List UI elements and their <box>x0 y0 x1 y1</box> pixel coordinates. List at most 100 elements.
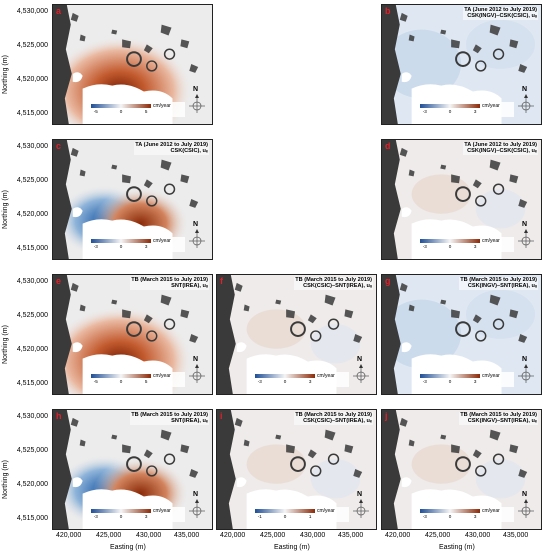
north-arrow: N <box>517 86 535 114</box>
map-panel-i: i TB (March 2015 to July 2019) CSK(CSIC)… <box>216 409 377 530</box>
colorbar-legend: -1 0 1 cm/year <box>253 507 349 522</box>
colorbar-legend: -3 0 3 cm/year <box>418 372 514 387</box>
colorbar-ticks: -3 0 3 <box>420 109 480 115</box>
compass-icon <box>353 499 369 518</box>
colorbar-tick: 5 <box>144 379 148 384</box>
panel-title-period: TA (June 2012 to July 2019) <box>135 142 208 148</box>
y-tick-label: 4,515,000 <box>16 245 48 252</box>
y-axis-title: Northing (m) <box>2 55 9 94</box>
colorbar-tick: 3 <box>473 244 477 249</box>
colorbar-ticks: -1 0 1 <box>255 514 315 520</box>
north-label: N <box>193 86 199 93</box>
colorbar-tick: 1 <box>308 514 312 519</box>
colorbar-ticks: -5 0 5 <box>91 379 151 385</box>
y-tick-label: 4,520,000 <box>16 211 48 218</box>
colorbar-tick: 3 <box>473 514 477 519</box>
panel-title-dataset: SNT(IREA), uₑ <box>171 418 208 425</box>
colorbar-legend: -3 0 3 cm/year <box>89 507 185 522</box>
colorbar <box>420 509 480 513</box>
x-axis-title: Easting (m) <box>439 544 475 551</box>
panel-label: i <box>220 411 223 421</box>
compass-icon <box>518 229 534 248</box>
colorbar-tick: 0 <box>283 379 287 384</box>
compass-icon <box>189 94 205 113</box>
colorbar-tick: 0 <box>448 514 452 519</box>
y-axis-title: Northing (m) <box>2 190 9 229</box>
map-panel-g: g TB (March 2015 to July 2019) CSK(INGV)… <box>381 274 542 395</box>
panel-title: TA (June 2012 to July 2019) CSK(INGV)–CS… <box>463 142 538 155</box>
colorbar-legend: -3 0 3 cm/year <box>418 237 514 252</box>
map-panel-f: f TB (March 2015 to July 2019) CSK(CSIC)… <box>216 274 377 395</box>
y-tick-label: 4,525,000 <box>16 447 48 454</box>
compass-icon <box>189 229 205 248</box>
colorbar-legend: -3 0 3 cm/year <box>418 102 514 117</box>
y-tick-label: 4,525,000 <box>16 177 48 184</box>
panel-title-dataset: SNT(IREA), uᵤ <box>171 283 208 290</box>
compass-icon <box>189 499 205 518</box>
north-label: N <box>193 221 199 228</box>
y-tick-label: 4,525,000 <box>16 42 48 49</box>
north-arrow: N <box>352 491 370 519</box>
panel-label: d <box>385 141 391 151</box>
colorbar-tick: 0 <box>448 109 452 114</box>
panel-title: TB (March 2015 to July 2019) CSK(INGV)–S… <box>459 277 538 290</box>
y-tick-label: 4,520,000 <box>16 346 48 353</box>
colorbar-tick: 3 <box>473 379 477 384</box>
colorbar-tick: 3 <box>473 109 477 114</box>
panel-label: j <box>385 411 388 421</box>
panel-title-period: TB (March 2015 to July 2019) <box>295 277 372 283</box>
colorbar-tick: -3 <box>93 244 98 249</box>
north-label: N <box>522 356 528 363</box>
north-arrow: N <box>517 221 535 249</box>
colorbar-ticks: -3 0 3 <box>420 514 480 520</box>
panel-title-dataset: CSK(INGV)–CSK(CSIC), uₑ <box>467 148 537 155</box>
y-tick-label: 4,525,000 <box>16 312 48 319</box>
x-tick-label: 430,000 <box>300 532 326 539</box>
colorbar-unit: cm/year <box>153 508 171 514</box>
colorbar-tick: -5 <box>93 379 98 384</box>
y-tick-label: 4,520,000 <box>16 76 48 83</box>
colorbar-unit: cm/year <box>153 103 171 109</box>
colorbar-legend: -3 0 3 cm/year <box>89 237 185 252</box>
colorbar-tick: -1 <box>257 514 262 519</box>
panel-label: c <box>56 141 62 151</box>
colorbar-tick: 3 <box>144 514 148 519</box>
colorbar <box>420 239 480 243</box>
north-arrow: N <box>188 221 206 249</box>
colorbar-unit: cm/year <box>317 373 335 379</box>
colorbar <box>255 374 315 378</box>
north-label: N <box>522 86 528 93</box>
y-tick-label: 4,530,000 <box>16 8 48 15</box>
x-tick-label: 420,000 <box>220 532 246 539</box>
colorbar-tick: 0 <box>119 379 123 384</box>
colorbar-legend: -5 0 5 cm/year <box>89 102 185 117</box>
x-tick-label: 425,000 <box>425 532 451 539</box>
compass-icon <box>518 364 534 383</box>
panel-title-period: TB (March 2015 to July 2019) <box>295 412 372 418</box>
panel-title: TA (June 2012 to July 2019) CSK(CSIC), u… <box>134 142 209 155</box>
panel-title-dataset: CSK(INGV)–SNT(IREA), uₑ <box>467 418 537 425</box>
x-tick-label: 420,000 <box>385 532 411 539</box>
panel-title-dataset: CSK(CSIC), uₑ <box>170 148 208 155</box>
colorbar-tick: 3 <box>144 244 148 249</box>
north-arrow: N <box>188 491 206 519</box>
colorbar <box>91 239 151 243</box>
colorbar-tick: -3 <box>422 379 427 384</box>
panel-title: TB (March 2015 to July 2019) CSK(INGV)–S… <box>459 412 538 425</box>
colorbar-ticks: -3 0 3 <box>420 244 480 250</box>
colorbar-legend: -5 0 5 cm/year <box>89 372 185 387</box>
north-arrow: N <box>188 86 206 114</box>
map-panel-h: h TB (March 2015 to July 2019) SNT(IREA)… <box>52 409 213 530</box>
colorbar-ticks: -3 0 3 <box>91 514 151 520</box>
x-axis-title: Easting (m) <box>110 544 146 551</box>
colorbar <box>255 509 315 513</box>
colorbar <box>420 104 480 108</box>
north-label: N <box>522 221 528 228</box>
panel-label: b <box>385 6 391 16</box>
panel-title: TB (March 2015 to July 2019) SNT(IREA), … <box>130 277 209 290</box>
colorbar-tick: -5 <box>93 109 98 114</box>
north-arrow: N <box>517 356 535 384</box>
colorbar-tick: 0 <box>119 109 123 114</box>
y-tick-label: 4,515,000 <box>16 515 48 522</box>
north-label: N <box>193 491 199 498</box>
